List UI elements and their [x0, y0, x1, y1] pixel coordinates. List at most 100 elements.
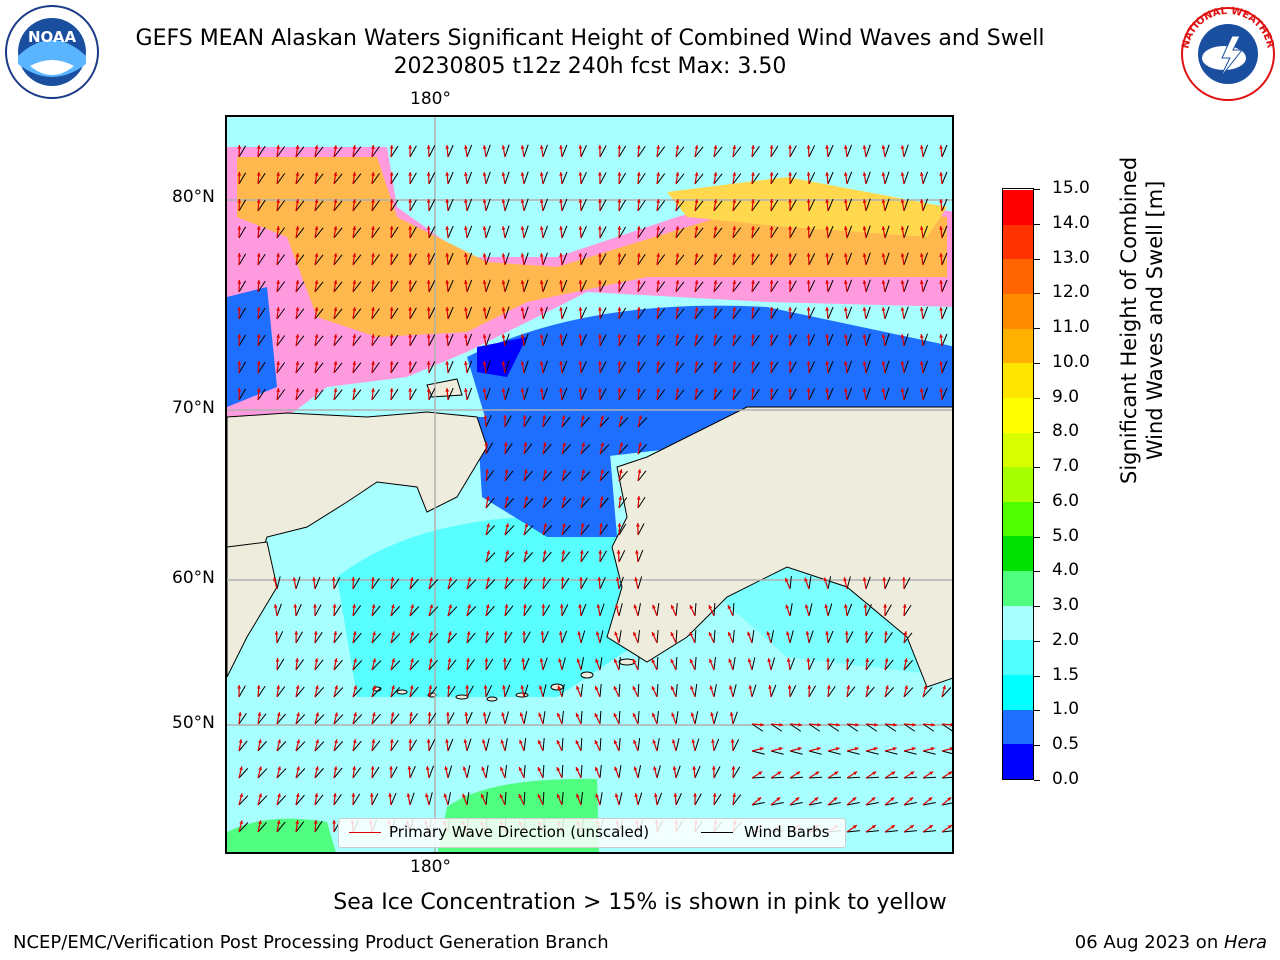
wave-arrow-head — [577, 631, 582, 636]
colorbar — [1002, 188, 1034, 780]
wind-barb — [599, 253, 607, 266]
wind-barb — [542, 711, 546, 725]
wind-barb — [295, 794, 305, 806]
wind-barb — [637, 443, 648, 455]
wave-arrow-head — [482, 334, 487, 338]
wave-arrow-head — [633, 739, 637, 744]
wind-barb — [428, 792, 433, 806]
wave-arrow-head — [258, 739, 262, 744]
wave-arrow-head — [633, 631, 637, 636]
wave-arrow-head — [427, 712, 432, 716]
wave-arrow-head — [597, 199, 602, 203]
wave-arrow-head — [613, 686, 618, 691]
wind-barb — [656, 281, 666, 293]
wave-arrow-head — [333, 388, 338, 392]
wind-barb — [447, 685, 456, 698]
wave-arrow-head — [578, 172, 583, 176]
wind-barb — [884, 144, 890, 158]
wave-arrow-head — [731, 766, 736, 770]
wind-barb — [789, 801, 803, 806]
wave-arrow-head — [296, 766, 300, 771]
wind-barb — [808, 630, 814, 644]
wind-barb — [732, 794, 742, 806]
wind-barb — [561, 551, 571, 563]
wave-arrow-head — [614, 766, 618, 771]
wind-barb — [713, 281, 723, 293]
wave-arrow-head — [333, 334, 338, 338]
wind-barb — [485, 279, 491, 293]
wind-barb — [770, 145, 779, 158]
legend-wave-swatch — [349, 832, 381, 833]
wind-barb — [295, 308, 305, 320]
wave-arrow-head — [890, 825, 895, 829]
wave-arrow-head — [543, 469, 547, 474]
wave-arrow-head — [523, 442, 528, 446]
wave-arrow-head — [594, 740, 599, 745]
wind-barb — [713, 254, 723, 266]
wave-arrow-head — [675, 307, 680, 311]
wind-barb — [903, 171, 909, 185]
wave-arrow-head — [237, 226, 242, 230]
wind-barb — [390, 766, 398, 779]
wave-arrow-head — [632, 659, 637, 664]
wave-arrow-head — [798, 722, 802, 727]
colorbar-tick-label: 1.5 — [1052, 664, 1080, 685]
wind-barb — [618, 280, 627, 293]
wave-arrow-head — [597, 307, 602, 311]
wave-arrow-head — [843, 388, 848, 392]
wave-arrow-head — [909, 797, 914, 802]
wind-barb — [276, 146, 286, 158]
wind-barb — [713, 308, 723, 320]
wind-barb — [466, 225, 473, 239]
lat-label-80: 80°N — [172, 187, 215, 207]
wind-barb — [447, 606, 458, 617]
legend-wave-label: Primary Wave Direction (unscaled) — [389, 823, 650, 841]
wave-arrow-head — [919, 334, 924, 338]
wind-barb — [257, 145, 266, 158]
wind-barb — [599, 444, 610, 455]
wind-barb — [333, 146, 343, 158]
wind-barb — [713, 657, 717, 671]
wave-arrow-head — [599, 496, 604, 501]
wave-arrow-head — [333, 631, 338, 635]
wind-barb — [637, 280, 646, 293]
wave-arrow-head — [505, 577, 509, 582]
wind-barb — [352, 173, 362, 185]
wind-barb — [504, 360, 510, 374]
wind-barb — [599, 737, 602, 752]
wind-barb — [941, 171, 948, 185]
wave-arrow-head — [426, 361, 431, 365]
wave-arrow-head — [893, 722, 897, 727]
wind-barb — [257, 334, 266, 347]
wave-arrow-head — [713, 145, 718, 149]
wave-arrow-head — [578, 307, 583, 311]
wind-barb — [599, 630, 604, 644]
wind-barb — [732, 657, 736, 671]
wind-barb — [922, 144, 929, 158]
wave-arrow-head — [806, 307, 811, 311]
wind-barb — [808, 576, 812, 590]
wind-barb — [694, 362, 704, 374]
wave-arrow-head — [845, 658, 850, 662]
wave-arrow-head — [617, 199, 622, 203]
wave-arrow-head — [807, 685, 812, 689]
wave-arrow-head — [581, 469, 586, 474]
wind-barb — [238, 145, 247, 158]
wave-arrow-head — [540, 631, 545, 635]
wind-barb — [675, 281, 685, 293]
wind-barb — [865, 171, 871, 185]
wave-arrow-head — [352, 307, 357, 311]
wind-barb — [542, 525, 553, 536]
wind-barb — [295, 603, 302, 617]
wind-barb — [656, 738, 660, 752]
wave-arrow-head — [276, 253, 280, 257]
wave-arrow-head — [501, 226, 506, 230]
wave-arrow-head — [543, 523, 547, 528]
wind-barb — [447, 579, 458, 590]
wind-barb — [884, 776, 899, 779]
wave-arrow-head — [372, 631, 376, 636]
wind-barb — [542, 684, 547, 698]
lon-label-top: 180° — [410, 89, 451, 109]
wind-barb — [561, 198, 568, 212]
wave-arrow-head — [539, 253, 544, 257]
